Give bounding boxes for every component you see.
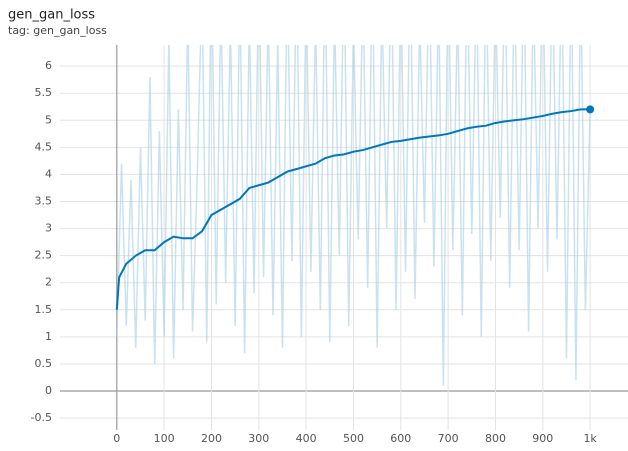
y-tick-label: 6 <box>45 59 52 72</box>
end-point <box>586 105 595 114</box>
series-line <box>116 45 591 386</box>
x-tick-label: 0 <box>113 432 120 445</box>
chart-title: gen_gan_loss <box>8 8 95 23</box>
y-tick-label: 4.5 <box>35 140 53 153</box>
grid <box>60 45 628 430</box>
x-tick-label: 500 <box>343 432 364 445</box>
x-tick-label: 700 <box>438 432 459 445</box>
y-tick-label: -0.5 <box>31 411 52 424</box>
x-tick-label: 100 <box>154 432 175 445</box>
y-tick-label: 0.5 <box>35 357 53 370</box>
y-tick-label: 5.5 <box>35 86 53 99</box>
y-tick-label: 1.5 <box>35 303 53 316</box>
x-tick-label: 600 <box>390 432 411 445</box>
x-tick-label: 900 <box>532 432 553 445</box>
chart-subtitle: tag: gen_gan_loss <box>8 24 107 37</box>
y-tick-label: 2.5 <box>35 249 53 262</box>
series-line <box>115 108 591 310</box>
y-tick-label: 2 <box>45 276 52 289</box>
x-tick-label: 800 <box>485 432 506 445</box>
y-tick-label: 1 <box>45 330 52 343</box>
y-tick-label: 0 <box>45 384 52 397</box>
x-tick-label: 400 <box>296 432 317 445</box>
y-tick-label: 5 <box>45 113 52 126</box>
tick-labels: -0.5 0 0.5 1 1.5 2 2.5 3 3.5 4 4.5 5 5.5 6 0 100 200 300 4… <box>31 59 598 445</box>
x-tick-label: 1k <box>583 432 597 445</box>
plot-area <box>115 45 591 386</box>
y-tick-label: 3 <box>45 222 52 235</box>
x-tick-label: 200 <box>201 432 222 445</box>
y-tick-label: 4 <box>45 167 52 180</box>
x-tick-label: 300 <box>248 432 269 445</box>
y-tick-label: 3.5 <box>35 194 53 207</box>
